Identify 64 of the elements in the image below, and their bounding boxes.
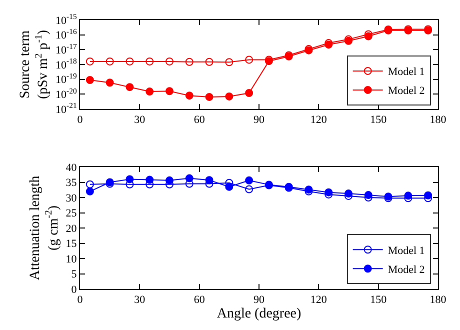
x-tick-label: 30 (134, 114, 146, 126)
y-tick-label: 10$^{-21}$ (56, 101, 77, 116)
x-tick-label: 120 (310, 294, 328, 306)
point (364, 191, 372, 200)
point (166, 87, 174, 96)
y-tick-label: 10$^{-16}$ (56, 27, 77, 42)
point (185, 58, 194, 66)
point (225, 182, 234, 191)
point (146, 57, 154, 66)
point (245, 176, 254, 184)
x-axis-title: Angle (degree) (216, 306, 302, 322)
point (205, 58, 214, 66)
legend-label: Model 2 (388, 264, 425, 276)
point (245, 185, 254, 194)
y-tick-label: 35 (66, 177, 78, 190)
legend-label: Model 2 (388, 85, 425, 98)
point (404, 192, 412, 200)
y-tick-label: 40 (66, 162, 78, 174)
point (146, 88, 154, 96)
x-tick-label: 90 (254, 294, 265, 306)
x-tick-label: 60 (194, 294, 206, 306)
x-tick-label: 30 (134, 294, 146, 306)
x-tick-label: 180 (430, 294, 447, 306)
x-tick-label: 180 (430, 114, 447, 126)
y-tick-label: 0 (71, 284, 78, 296)
x-tick-label: 150 (370, 294, 388, 306)
legend-label: Model 1 (388, 66, 425, 78)
point (86, 187, 94, 196)
point (126, 175, 134, 184)
point (106, 78, 114, 87)
point (185, 174, 194, 182)
point (126, 83, 134, 92)
y-tick-label: 20 (66, 222, 78, 235)
point (225, 58, 234, 66)
point (166, 176, 174, 184)
point (166, 57, 174, 66)
y-tick-label: 25 (66, 208, 78, 220)
point (86, 180, 94, 188)
y-tick-label: 10$^{-19}$ (56, 72, 77, 86)
point (146, 176, 154, 184)
y-tick-label: 10$^{-17}$ (56, 42, 77, 57)
y-tick-label: 10 (66, 253, 78, 266)
point (126, 57, 134, 66)
point (205, 92, 214, 101)
y-tick-label: 30 (66, 192, 78, 204)
y-tick-label: 5 (71, 268, 78, 281)
point (106, 57, 114, 66)
point (205, 176, 214, 184)
x-tick-label: 60 (194, 114, 206, 126)
y-tick-label: 15 (66, 238, 78, 250)
y-tick-label: 10$^{-20}$ (56, 86, 77, 102)
point (225, 92, 234, 100)
x-tick-label: 90 (254, 114, 265, 126)
y-tick-label: 10$^{-15}$ (56, 12, 77, 27)
legend-label: Model 1 (388, 244, 425, 257)
x-tick-label: 150 (370, 114, 388, 126)
x-tick-label: 120 (310, 114, 328, 126)
point (86, 57, 94, 66)
point (424, 191, 432, 200)
point (86, 76, 94, 84)
point (245, 56, 254, 64)
point (185, 92, 194, 100)
y-tick-label: 10$^{-18}$ (56, 56, 77, 72)
point (245, 88, 254, 97)
